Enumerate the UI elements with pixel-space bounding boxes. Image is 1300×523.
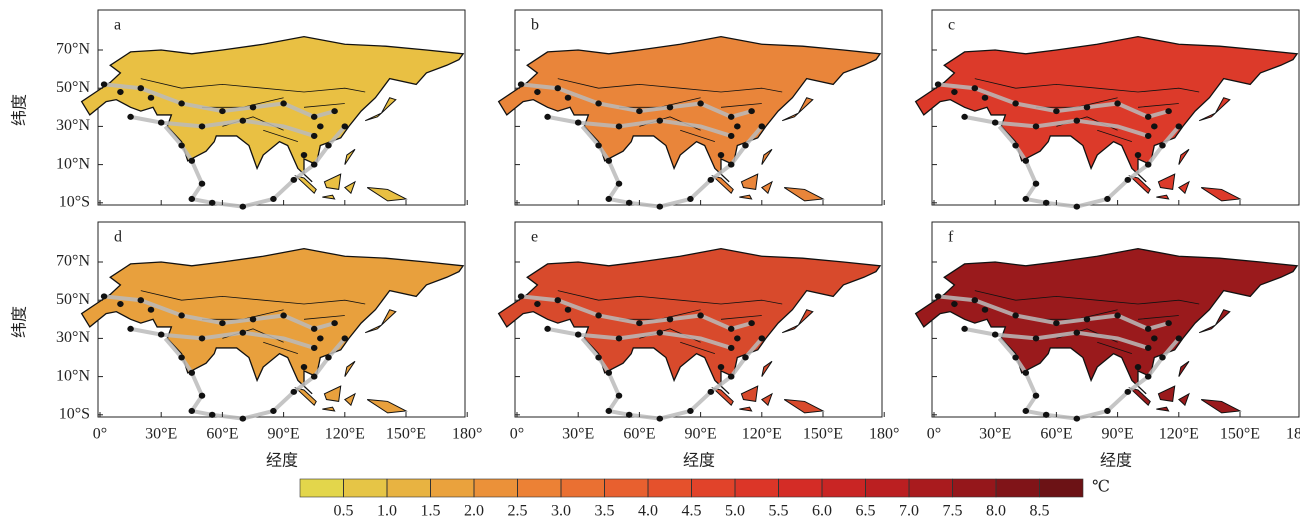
x-axis-title: 经度 [1100, 451, 1132, 470]
colorbar-tick-label: 0.5 [334, 503, 354, 520]
x-tick-label: 90°E [268, 426, 300, 443]
x-tick-label: 120°E [325, 426, 365, 443]
colorbar-tick-label: 6.0 [812, 503, 832, 520]
x-axis-title: 经度 [683, 451, 715, 470]
x-tick-label: 180° [869, 426, 899, 443]
colorbar-tick-label: 4.5 [682, 503, 702, 520]
y-tick-label: 10°S [59, 193, 90, 210]
y-tick-label: 30°N [56, 117, 90, 134]
panel-label: f [948, 229, 954, 246]
colorbar-cell [299, 478, 344, 498]
colorbar-cell [821, 478, 866, 498]
colorbar-tick-label: 2.5 [508, 503, 528, 520]
y-axis-title: 纬度 [10, 306, 29, 338]
colorbar-tick-label: 7.0 [899, 503, 919, 520]
x-tick-label: 60°E [206, 426, 238, 443]
x-tick-label: 90°E [1102, 426, 1134, 443]
x-tick-label: 0° [927, 426, 941, 443]
colorbar-tick-label: 3.0 [551, 503, 571, 520]
x-tick-label: 0° [510, 426, 524, 443]
panel-label: b [531, 17, 539, 34]
x-tick-label: 150°E [1220, 426, 1260, 443]
panel-label: d [114, 229, 122, 246]
panel-label: c [948, 17, 955, 34]
colorbar-tick-label: 3.5 [595, 503, 615, 520]
x-axis-title: 经度 [266, 451, 298, 470]
colorbar-tick-label: 8.0 [986, 503, 1006, 520]
colorbar-cell [908, 478, 953, 498]
y-axis-title: 纬度 [10, 94, 29, 126]
panel-label: a [114, 17, 121, 34]
y-tick-label: 10°N [56, 155, 90, 172]
x-tick-label: 180° [1286, 426, 1300, 443]
colorbar-cell [473, 478, 518, 498]
colorbar-cell [1039, 478, 1084, 498]
y-tick-label: 70°N [56, 253, 90, 270]
y-tick-label: 50°N [56, 291, 90, 308]
colorbar-unit: ℃ [1092, 479, 1110, 496]
map-panel: c [914, 9, 1300, 212]
x-tick-label: 120°E [742, 426, 782, 443]
colorbar-cell [430, 478, 475, 498]
colorbar-tick-label: 7.5 [943, 503, 963, 520]
map-panel: f [914, 221, 1300, 424]
y-tick-label: 50°N [56, 79, 90, 96]
colorbar-tick-label: 1.0 [377, 503, 397, 520]
panel-label: e [531, 229, 538, 246]
x-tick-label: 30°E [145, 426, 177, 443]
colorbar-tick-label: 8.5 [1030, 503, 1050, 520]
y-tick-label: 70°N [56, 41, 90, 58]
x-tick-label: 150°E [803, 426, 843, 443]
map-panel: e [497, 221, 885, 424]
x-tick-label: 150°E [386, 426, 426, 443]
colorbar-cell [952, 478, 997, 498]
colorbar-tick-label: 2.0 [464, 503, 484, 520]
map-panel: a [80, 9, 468, 212]
colorbar-cell [995, 478, 1040, 498]
colorbar-cell [386, 478, 431, 498]
colorbar-cell [343, 478, 388, 498]
map-panel: d [80, 221, 468, 424]
map-panel: b [497, 9, 885, 212]
x-tick-label: 60°E [1040, 426, 1072, 443]
x-tick-label: 180° [452, 426, 482, 443]
x-tick-label: 0° [93, 426, 107, 443]
y-tick-label: 10°S [59, 405, 90, 422]
y-tick-label: 10°N [56, 367, 90, 384]
colorbar-cell [604, 478, 649, 498]
colorbar-cell [865, 478, 910, 498]
x-tick-label: 120°E [1159, 426, 1199, 443]
colorbar-cell [778, 478, 823, 498]
colorbar-cell [647, 478, 692, 498]
y-tick-label: 30°N [56, 329, 90, 346]
colorbar-tick-label: 4.0 [638, 503, 658, 520]
colorbar-tick-label: 1.5 [421, 503, 441, 520]
colorbar-tick-label: 5.0 [725, 503, 745, 520]
colorbar-tick-label: 5.5 [769, 503, 789, 520]
x-tick-label: 30°E [562, 426, 594, 443]
colorbar-cell [517, 478, 562, 498]
colorbar-tick-label: 6.5 [856, 503, 876, 520]
x-tick-label: 90°E [685, 426, 717, 443]
x-tick-label: 60°E [623, 426, 655, 443]
colorbar-cell [560, 478, 605, 498]
colorbar-cell [691, 478, 736, 498]
colorbar-cell [734, 478, 779, 498]
x-tick-label: 30°E [979, 426, 1011, 443]
